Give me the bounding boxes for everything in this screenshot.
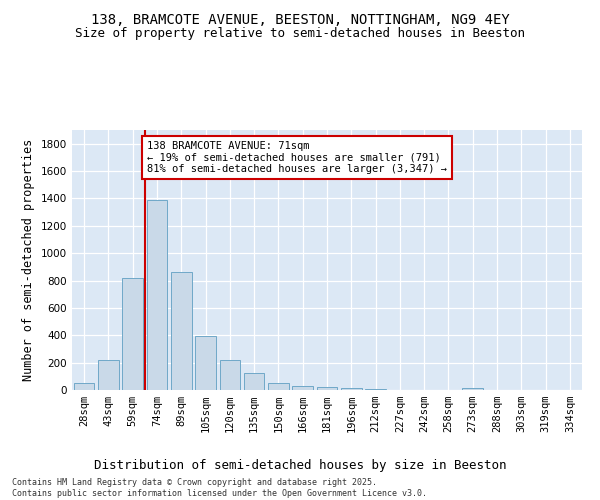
Bar [268, 383, 289, 390]
Y-axis label: Number of semi-detached properties: Number of semi-detached properties [22, 139, 35, 381]
Text: Contains HM Land Registry data © Crown copyright and database right 2025.
Contai: Contains HM Land Registry data © Crown c… [12, 478, 427, 498]
Bar [146, 200, 167, 390]
Bar [74, 383, 94, 390]
Bar [195, 336, 216, 390]
Text: Size of property relative to semi-detached houses in Beeston: Size of property relative to semi-detach… [75, 28, 525, 40]
Bar [292, 386, 313, 390]
Bar [317, 388, 337, 390]
Bar [220, 360, 240, 390]
Bar [98, 360, 119, 390]
Text: Distribution of semi-detached houses by size in Beeston: Distribution of semi-detached houses by … [94, 460, 506, 472]
Text: 138 BRAMCOTE AVENUE: 71sqm
← 19% of semi-detached houses are smaller (791)
81% o: 138 BRAMCOTE AVENUE: 71sqm ← 19% of semi… [147, 141, 447, 174]
Bar [463, 388, 483, 390]
Bar [122, 278, 143, 390]
Text: 138, BRAMCOTE AVENUE, BEESTON, NOTTINGHAM, NG9 4EY: 138, BRAMCOTE AVENUE, BEESTON, NOTTINGHA… [91, 12, 509, 26]
Bar [365, 388, 386, 390]
Bar [341, 388, 362, 390]
Bar [244, 373, 265, 390]
Bar [171, 272, 191, 390]
